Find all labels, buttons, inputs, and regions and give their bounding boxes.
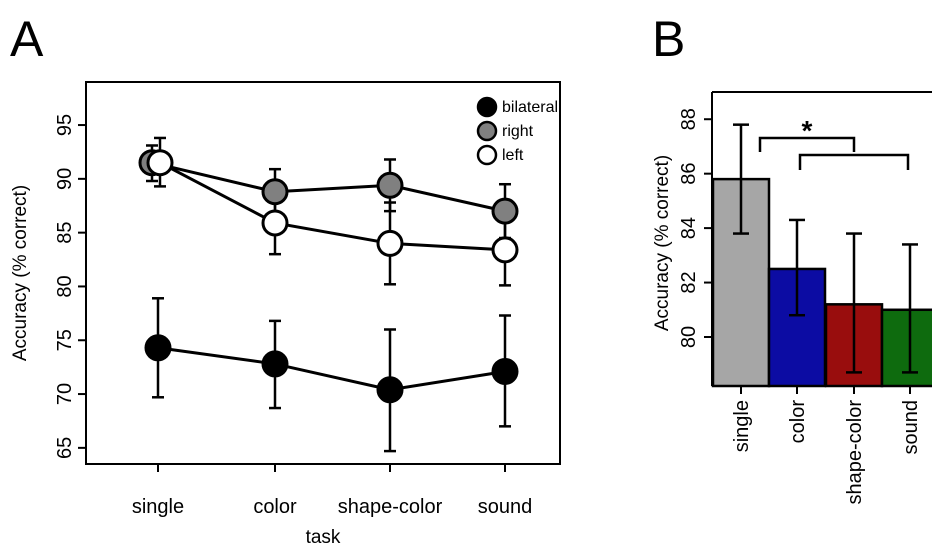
x-tick-label: single bbox=[132, 496, 184, 518]
series-line-right bbox=[151, 161, 506, 213]
bracket-color-to-sound bbox=[798, 153, 910, 170]
panel-a-line-chart: 65 70 75 80 85 90 95 single color shape-color sou… bbox=[10, 81, 561, 548]
panel-a-legend: bilateral right left bbox=[476, 96, 558, 166]
data-point-right bbox=[491, 197, 519, 225]
y-tick-label: 85 bbox=[54, 222, 76, 244]
y-tick-label: 95 bbox=[54, 114, 76, 136]
data-point-bilateral bbox=[491, 357, 519, 385]
legend-marker-right bbox=[476, 120, 498, 142]
legend-label-left: left bbox=[502, 147, 524, 164]
y-tick-label: 80 bbox=[54, 275, 76, 297]
panel-a-plot-frame bbox=[85, 81, 561, 465]
panel-a-y-axis-title: Accuracy (% correct) bbox=[10, 185, 31, 361]
x-tick-label: color bbox=[787, 400, 809, 444]
legend-label-bilateral: bilateral bbox=[502, 99, 558, 116]
x-tick-label: sound bbox=[900, 400, 922, 455]
legend-marker-bilateral bbox=[476, 96, 498, 118]
panel-b-y-axis-title: Accuracy (% correct) bbox=[652, 155, 673, 331]
data-point-bilateral bbox=[144, 334, 172, 362]
data-point-right bbox=[376, 171, 404, 199]
panel-a-series-lines bbox=[151, 161, 506, 392]
legend-marker-left bbox=[476, 144, 498, 166]
data-point-left bbox=[146, 149, 174, 177]
y-tick-label: 65 bbox=[54, 437, 76, 459]
panel-b-significance-star: * bbox=[802, 115, 813, 146]
data-point-bilateral bbox=[261, 350, 289, 378]
y-tick-label: 88 bbox=[678, 108, 700, 130]
panel-a-points bbox=[138, 149, 519, 404]
y-tick-label: 84 bbox=[678, 217, 700, 239]
y-tick-label: 90 bbox=[54, 168, 76, 190]
x-tick-label: single bbox=[731, 400, 753, 452]
x-tick-label: shape-color bbox=[844, 400, 866, 505]
series-line-bilateral bbox=[157, 346, 506, 392]
data-point-right bbox=[261, 178, 289, 206]
panel-b-y-axis: 80 82 84 86 88 bbox=[678, 108, 712, 348]
y-tick-label: 70 bbox=[54, 383, 76, 405]
panel-b-error-bars bbox=[733, 123, 918, 374]
panel-b-label: B bbox=[652, 11, 685, 67]
y-tick-label: 75 bbox=[54, 329, 76, 351]
panel-a-x-axis: single color shape-color sound bbox=[132, 464, 532, 518]
panel-a-y-axis: 65 70 75 80 85 90 95 bbox=[54, 114, 86, 459]
y-tick-label: 86 bbox=[678, 163, 700, 185]
data-point-left bbox=[261, 209, 289, 237]
panel-a-label: A bbox=[10, 11, 44, 67]
data-point-bilateral bbox=[376, 376, 404, 404]
bar-sound bbox=[880, 308, 932, 388]
y-tick-label: 82 bbox=[678, 271, 700, 293]
x-tick-label: sound bbox=[478, 496, 533, 518]
legend-label-right: right bbox=[502, 123, 534, 140]
x-tick-label: shape-color bbox=[338, 496, 443, 518]
data-point-left bbox=[376, 229, 404, 257]
data-point-left bbox=[491, 236, 519, 264]
panel-b-x-axis: single color shape-color sound bbox=[731, 386, 922, 505]
panel-b-bars bbox=[711, 177, 932, 388]
panel-b-bar-chart: 80 82 84 86 88 single color shape-color sound *… bbox=[652, 91, 932, 505]
series-line-left bbox=[159, 161, 506, 252]
panel-b-significance-brackets bbox=[758, 136, 910, 170]
panel-a-x-axis-title: task bbox=[306, 527, 341, 548]
y-tick-label: 80 bbox=[678, 326, 700, 348]
bracket-single-vs-others bbox=[758, 136, 856, 152]
x-tick-label: color bbox=[253, 496, 297, 518]
